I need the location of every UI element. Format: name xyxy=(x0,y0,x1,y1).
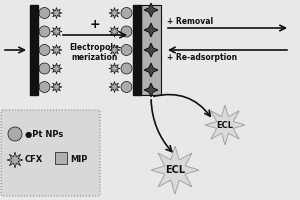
Circle shape xyxy=(121,26,132,37)
Text: Electropoly-
merization: Electropoly- merization xyxy=(69,43,121,62)
FancyBboxPatch shape xyxy=(1,110,100,196)
Polygon shape xyxy=(144,23,158,37)
Polygon shape xyxy=(109,26,120,37)
Polygon shape xyxy=(51,45,62,55)
Text: ●Pt NPs: ●Pt NPs xyxy=(25,130,63,138)
Bar xyxy=(55,152,67,164)
Circle shape xyxy=(121,63,132,74)
Bar xyxy=(141,5,161,95)
Polygon shape xyxy=(144,63,158,77)
Circle shape xyxy=(39,26,50,37)
Circle shape xyxy=(39,45,50,55)
Polygon shape xyxy=(205,105,245,145)
Polygon shape xyxy=(144,3,158,17)
Circle shape xyxy=(39,82,50,92)
Polygon shape xyxy=(151,146,199,194)
Text: + Re-adsorption: + Re-adsorption xyxy=(167,52,237,62)
Circle shape xyxy=(39,7,50,19)
Bar xyxy=(133,5,141,95)
Polygon shape xyxy=(7,152,23,168)
Polygon shape xyxy=(109,63,120,74)
Polygon shape xyxy=(144,83,158,97)
Circle shape xyxy=(121,7,132,19)
Polygon shape xyxy=(144,43,158,57)
Polygon shape xyxy=(51,7,62,19)
Circle shape xyxy=(121,45,132,55)
Polygon shape xyxy=(51,26,62,37)
Text: MIP: MIP xyxy=(70,156,87,164)
Polygon shape xyxy=(51,82,62,92)
Text: CFX: CFX xyxy=(25,156,43,164)
Text: + Removal: + Removal xyxy=(167,17,213,25)
Polygon shape xyxy=(109,45,120,55)
Circle shape xyxy=(121,82,132,92)
Circle shape xyxy=(8,127,22,141)
Polygon shape xyxy=(51,63,62,74)
Polygon shape xyxy=(109,82,120,92)
Bar xyxy=(30,5,38,95)
Text: ECL: ECL xyxy=(165,165,185,175)
Polygon shape xyxy=(109,7,120,19)
Text: ECL: ECL xyxy=(217,120,233,130)
Text: +: + xyxy=(90,19,100,31)
Circle shape xyxy=(39,63,50,74)
